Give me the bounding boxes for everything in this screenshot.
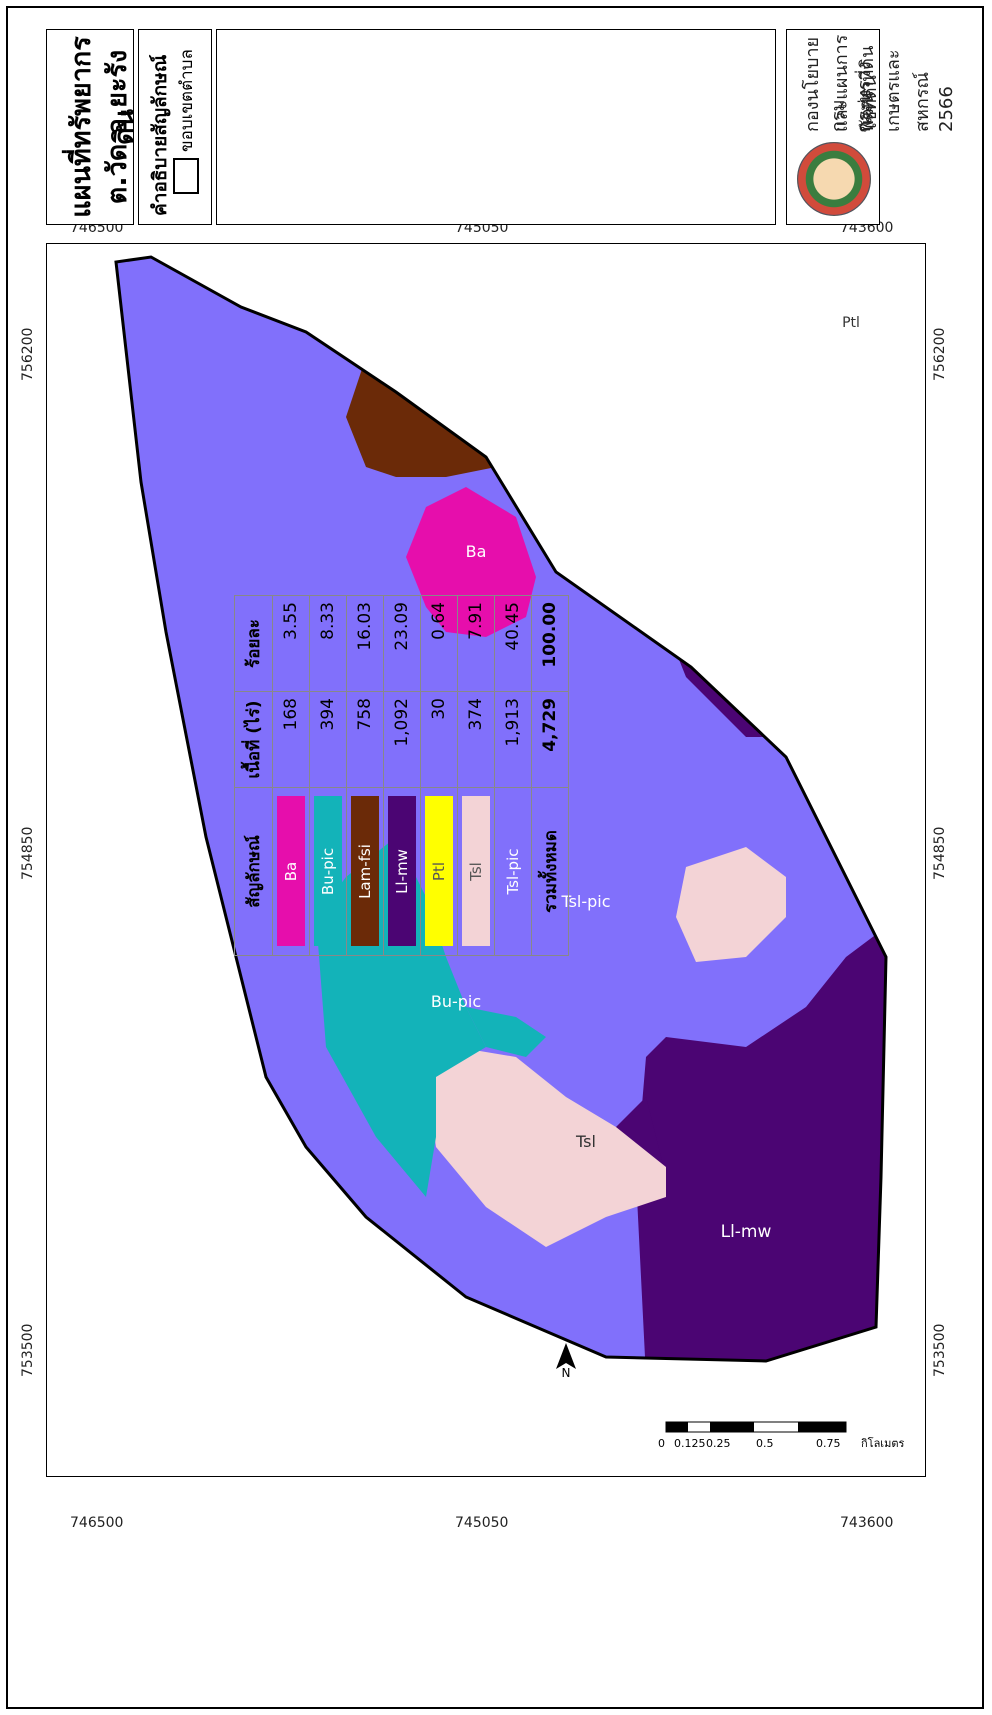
- symbol-swatch: Ba: [277, 796, 305, 947]
- northing-label-left: 743600: [840, 1515, 894, 1531]
- symbol-swatch: Ptl: [425, 796, 453, 947]
- organization-box: กองนโยบายและแผนการใช้ที่ดิน กรมพัฒนาที่ด…: [786, 29, 957, 225]
- symbol-cell: Tsl-pic: [494, 787, 532, 956]
- symbol-cell: Ptl: [420, 787, 458, 956]
- easting-label-top: 756200: [20, 327, 36, 381]
- boundary-label: ขอบเขตตำบล: [177, 49, 197, 152]
- total-percent: 100.00: [531, 595, 569, 692]
- header-area: เนื้อที่ (ไร่): [234, 691, 273, 788]
- map-region-ptl: [826, 477, 856, 497]
- scale-tick-0: 0: [658, 1437, 665, 1450]
- easting-label-top: 754850: [20, 826, 36, 880]
- scale-tick-0125: 0.125: [674, 1437, 706, 1450]
- organization-line3: กระทรวงเกษตรและสหกรณ์ 2566: [854, 49, 957, 132]
- percent-cell: 16.03: [346, 595, 384, 692]
- table-row: Ll-mw 1,092 23.09: [383, 595, 421, 956]
- area-cell: 1,913: [494, 691, 532, 788]
- map-sheet-border: [6, 6, 984, 1709]
- scale-bar: [665, 1421, 847, 1433]
- subdistrict-boundary: [114, 255, 888, 1363]
- symbol-cell: Tsl: [457, 787, 495, 956]
- percent-cell: 0.64: [420, 595, 458, 692]
- symbol-swatch: Ll-mw: [388, 796, 416, 947]
- percent-cell: 3.55: [272, 595, 310, 692]
- symbol-cell: Ba: [272, 787, 310, 956]
- map-label-ptl: Ptl: [842, 315, 860, 331]
- area-cell: 30: [420, 691, 458, 788]
- scale-tick-025: 0.25: [706, 1437, 731, 1450]
- symbol-swatch: Tsl-pic: [499, 796, 527, 947]
- easting-label-bottom: 754850: [932, 826, 948, 880]
- area-cell: 394: [309, 691, 347, 788]
- total-label: รวมทั้งหมด: [531, 787, 569, 956]
- table-row: Lam-fsi 758 16.03: [346, 595, 384, 956]
- northing-label-left: 746500: [70, 1515, 124, 1531]
- northing-label-left: 745050: [455, 1515, 509, 1531]
- scale-unit: กิโลเมตร: [861, 1436, 905, 1450]
- map-label-ba: Ba: [466, 542, 487, 561]
- total-area: 4,729: [531, 691, 569, 788]
- symbol-swatch: Tsl: [462, 796, 490, 947]
- header-symbol: สัญลักษณ์: [234, 787, 273, 956]
- map-label-tsl-pic: Tsl-pic: [560, 892, 610, 911]
- symbol-cell: Bu-pic: [309, 787, 347, 956]
- symbol-cell: Lam-fsi: [346, 787, 384, 956]
- legend-box: คำอธิบายสัญลักษณ์ ขอบเขตตำบล: [138, 29, 212, 225]
- legend-heading: คำอธิบายสัญลักษณ์: [149, 54, 171, 216]
- map-region-ba: [406, 487, 536, 637]
- map-label-ll-mw: Ll-mw: [721, 1222, 772, 1242]
- area-cell: 1,092: [383, 691, 421, 788]
- percent-cell: 23.09: [383, 595, 421, 692]
- scale-tick-05: 0.5: [756, 1437, 774, 1450]
- table-total-row: รวมทั้งหมด 4,729 100.00: [531, 595, 569, 956]
- table-row: Tsl-pic 1,913 40.45: [494, 595, 532, 956]
- table-row: Ptl 30 0.64: [420, 595, 458, 956]
- area-cell: 168: [272, 691, 310, 788]
- soil-table-rotated: สัญลักษณ์ เนื้อที่ (ไร่) ร้อยละ Ba 168 3.5…: [222, 408, 569, 968]
- title-box: แผนที่ทรัพยากรดิน ต.วัด อ.ยะรัง จ.ปัตตาน…: [46, 29, 176, 225]
- map-label-bu-pic: Bu-pic: [431, 992, 481, 1011]
- percent-cell: 7.91: [457, 595, 495, 692]
- north-label: N: [562, 1366, 571, 1380]
- boundary-swatch: [173, 158, 199, 194]
- map-region-tsl: [426, 1047, 666, 1247]
- percent-cell: 8.33: [309, 595, 347, 692]
- table-row: Tsl 374 7.91: [457, 595, 495, 956]
- easting-label-bottom: 756200: [932, 327, 948, 381]
- dld-logo: [797, 142, 871, 216]
- map-region-ll-mw: [636, 927, 886, 1361]
- map-label-tsl: Tsl: [575, 1132, 596, 1151]
- scale-tick-075: 0.75: [816, 1437, 841, 1450]
- map-region-tsl: [676, 847, 786, 962]
- map-label-lam-fsi: Lam-fsi: [657, 432, 716, 451]
- soil-table-box: [216, 29, 776, 225]
- percent-cell: 40.45: [494, 595, 532, 692]
- north-arrow: [556, 1343, 576, 1369]
- table-row: Bu-pic 394 8.33: [309, 595, 347, 956]
- area-cell: 758: [346, 691, 384, 788]
- easting-label-bottom: 753500: [932, 1323, 948, 1377]
- table-header-row: สัญลักษณ์ เนื้อที่ (ไร่) ร้อยละ: [234, 595, 273, 956]
- symbol-cell: Ll-mw: [383, 787, 421, 956]
- table-row: Ba 168 3.55: [272, 595, 310, 956]
- area-cell: 374: [457, 691, 495, 788]
- header-percent: ร้อยละ: [234, 595, 273, 692]
- easting-label-top: 753500: [20, 1323, 36, 1377]
- symbol-swatch: Bu-pic: [314, 796, 342, 947]
- symbol-swatch: Lam-fsi: [351, 796, 379, 947]
- soil-area-table: สัญลักษณ์ เนื้อที่ (ไร่) ร้อยละ Ba 168 3.5…: [234, 595, 569, 956]
- map-region-bu-pic: [466, 1007, 546, 1057]
